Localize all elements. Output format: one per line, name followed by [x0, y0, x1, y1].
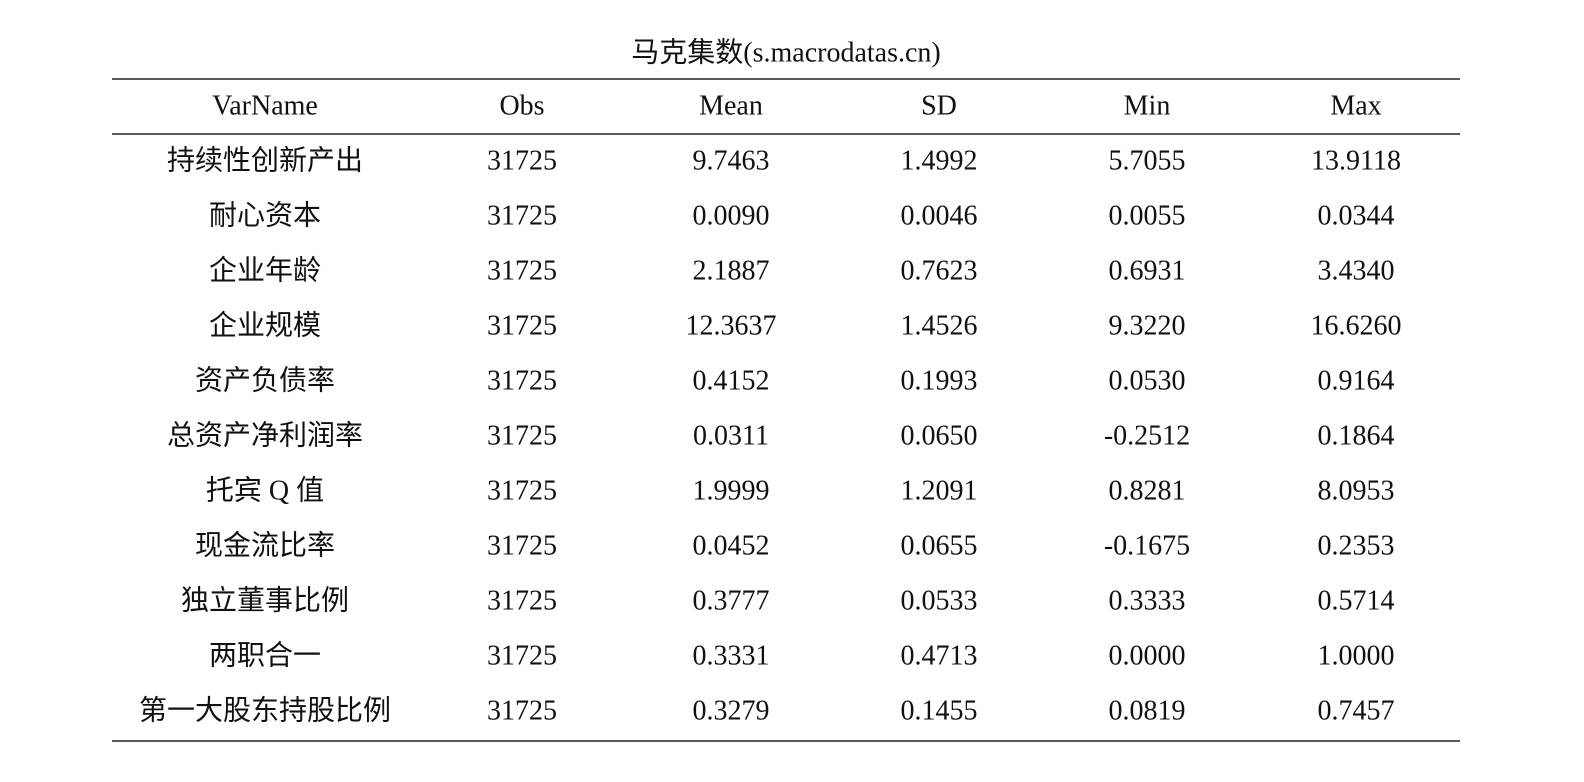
row-label: 企业年龄 — [209, 254, 321, 286]
cell: 0.3331 — [693, 640, 770, 671]
header-cell: Max — [1330, 90, 1381, 121]
cell: 5.7055 — [1109, 145, 1186, 176]
header-cell: Mean — [699, 90, 763, 121]
row-label: 两职合一 — [209, 639, 321, 671]
cell: 0.0655 — [901, 530, 978, 561]
cell: 3.4340 — [1318, 255, 1395, 286]
cell: 1.4992 — [901, 145, 978, 176]
cell: 13.9118 — [1311, 145, 1401, 176]
cell: 0.7623 — [901, 255, 978, 286]
cell: 1.0000 — [1318, 640, 1395, 671]
cell: 31725 — [487, 200, 557, 231]
row-label: 持续性创新产出 — [167, 144, 363, 176]
cell: 31725 — [487, 255, 557, 286]
row-label: 资产负债率 — [195, 364, 335, 396]
cell: 0.0344 — [1318, 200, 1395, 231]
cell: 31725 — [487, 530, 557, 561]
header-cell: VarName — [212, 90, 318, 121]
cell: 9.3220 — [1109, 310, 1186, 341]
header-cell: Min — [1124, 90, 1171, 121]
table-title: 马克集数(s.macrodatas.cn) — [631, 36, 940, 68]
cell: 0.0819 — [1109, 695, 1186, 726]
cell: 31725 — [487, 475, 557, 506]
cell: 0.3333 — [1109, 585, 1186, 616]
cell: 1.2091 — [901, 475, 978, 506]
cell: -0.1675 — [1104, 530, 1190, 561]
cell: 1.4526 — [901, 310, 978, 341]
row-label: 第一大股东持股比例 — [139, 694, 391, 726]
cell: 31725 — [487, 310, 557, 341]
row-label: 托宾 Q 值 — [206, 474, 324, 506]
cell: 0.4713 — [901, 640, 978, 671]
cell: 31725 — [487, 585, 557, 616]
cell: 0.1455 — [901, 695, 978, 726]
cell: 8.0953 — [1318, 475, 1395, 506]
cell: 0.8281 — [1109, 475, 1186, 506]
cell: 16.6260 — [1311, 310, 1402, 341]
cell: -0.2512 — [1104, 420, 1190, 451]
cell: 0.9164 — [1318, 365, 1395, 396]
cell: 0.1993 — [901, 365, 978, 396]
row-label: 企业规模 — [209, 309, 321, 341]
cell: 0.4152 — [693, 365, 770, 396]
cell: 0.7457 — [1318, 695, 1395, 726]
cell: 0.3777 — [693, 585, 770, 616]
cell: 0.0000 — [1109, 640, 1186, 671]
cell: 31725 — [487, 365, 557, 396]
cell: 0.0055 — [1109, 200, 1186, 231]
cell: 1.9999 — [693, 475, 770, 506]
cell: 0.0311 — [693, 420, 769, 451]
cell: 31725 — [487, 145, 557, 176]
row-label: 现金流比率 — [195, 529, 335, 561]
cell: 0.5714 — [1318, 585, 1395, 616]
row-label: 总资产净利润率 — [167, 419, 363, 451]
row-label: 独立董事比例 — [181, 584, 349, 616]
header-cell: SD — [921, 90, 957, 121]
cell: 0.6931 — [1109, 255, 1186, 286]
cell: 2.1887 — [693, 255, 770, 286]
cell: 0.0046 — [901, 200, 978, 231]
cell: 0.0090 — [693, 200, 770, 231]
cell: 0.0452 — [693, 530, 770, 561]
cell: 31725 — [487, 420, 557, 451]
cell: 0.3279 — [693, 695, 770, 726]
cell: 0.0530 — [1109, 365, 1186, 396]
cell: 12.3637 — [686, 310, 777, 341]
cell: 9.7463 — [693, 145, 770, 176]
cell: 0.1864 — [1318, 420, 1395, 451]
header-cell: Obs — [499, 90, 544, 121]
cell: 31725 — [487, 695, 557, 726]
row-label: 耐心资本 — [209, 199, 321, 231]
cell: 31725 — [487, 640, 557, 671]
cell: 0.0533 — [901, 585, 978, 616]
cell: 0.2353 — [1318, 530, 1395, 561]
cell: 0.0650 — [901, 420, 978, 451]
